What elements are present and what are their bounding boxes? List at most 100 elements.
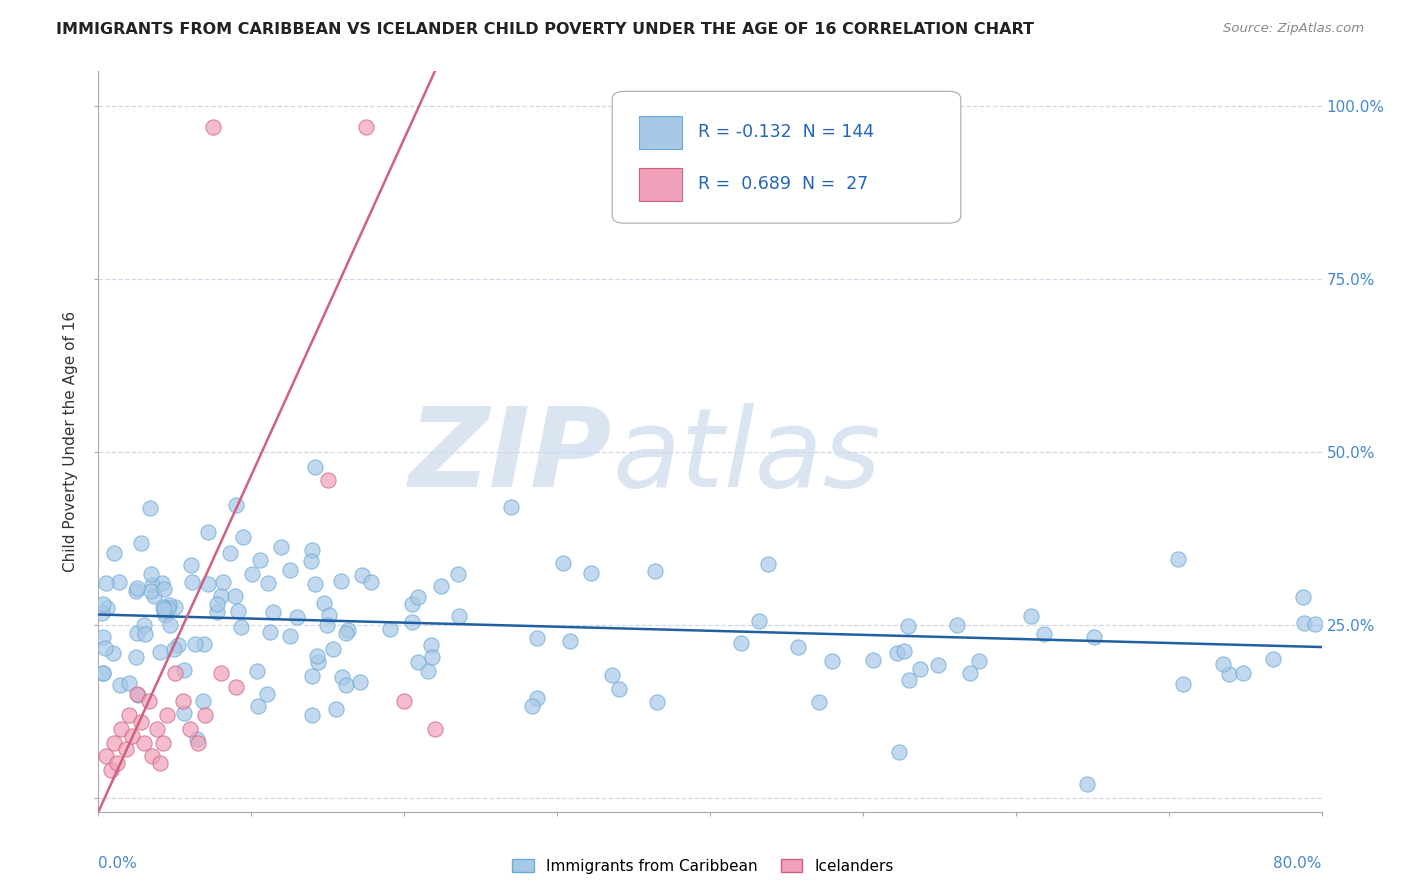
Point	[401, 597, 423, 611]
Point	[134, 627, 156, 641]
Point	[256, 688, 278, 702]
Point	[149, 756, 172, 771]
Point	[898, 673, 921, 687]
Point	[152, 582, 174, 596]
Point	[270, 540, 292, 554]
Point	[224, 589, 246, 603]
Point	[862, 653, 884, 667]
Point	[129, 714, 152, 729]
Point	[927, 657, 949, 672]
Point	[105, 756, 128, 771]
Point	[807, 695, 830, 709]
Point	[138, 694, 160, 708]
Point	[159, 617, 181, 632]
Point	[184, 637, 207, 651]
Point	[93, 597, 115, 611]
Point	[889, 745, 911, 759]
Point	[101, 646, 124, 660]
Point	[246, 665, 269, 679]
Point	[335, 678, 357, 692]
Point	[90, 606, 112, 620]
Point	[249, 553, 271, 567]
Point	[103, 546, 125, 560]
Point	[416, 664, 439, 678]
Point	[447, 609, 470, 624]
Point	[141, 567, 163, 582]
Point	[600, 668, 623, 682]
Point	[181, 574, 204, 589]
Point	[419, 638, 441, 652]
Point	[299, 554, 322, 568]
Point	[202, 120, 225, 134]
Point	[551, 557, 574, 571]
Point	[115, 742, 138, 756]
Point	[1232, 665, 1254, 680]
Point	[1083, 630, 1105, 644]
Point	[301, 708, 323, 723]
Point	[786, 640, 808, 654]
Point	[110, 678, 132, 692]
Point	[401, 615, 423, 629]
Text: R = -0.132  N = 144: R = -0.132 N = 144	[697, 123, 875, 141]
Point	[756, 557, 779, 571]
Point	[945, 618, 967, 632]
Point	[163, 600, 186, 615]
Bar	[640, 116, 682, 149]
Point	[209, 589, 232, 603]
Point	[187, 735, 209, 749]
Text: 80.0%: 80.0%	[1274, 856, 1322, 871]
Point	[1076, 777, 1098, 791]
Point	[152, 599, 174, 614]
Point	[91, 665, 114, 680]
Point	[240, 567, 263, 582]
Point	[420, 649, 443, 664]
Point	[193, 637, 215, 651]
Point	[301, 543, 323, 558]
Point	[197, 524, 219, 539]
Point	[1292, 591, 1315, 605]
Point	[209, 666, 232, 681]
Point	[179, 722, 201, 736]
Point	[94, 749, 117, 764]
Point	[406, 590, 429, 604]
Point	[526, 632, 548, 646]
Point	[157, 598, 180, 612]
Point	[127, 626, 149, 640]
Point	[163, 642, 186, 657]
Point	[748, 614, 770, 628]
Point	[218, 546, 240, 560]
Point	[125, 650, 148, 665]
Point	[139, 584, 162, 599]
Point	[173, 706, 195, 721]
Point	[225, 498, 247, 512]
Point	[501, 500, 523, 515]
Point	[360, 575, 382, 590]
Point	[897, 619, 920, 633]
FancyBboxPatch shape	[612, 91, 960, 223]
Point	[730, 636, 752, 650]
Point	[1033, 627, 1056, 641]
Point	[526, 690, 548, 705]
Point	[1218, 667, 1240, 681]
Point	[180, 558, 202, 572]
Point	[156, 707, 179, 722]
Text: 0.0%: 0.0%	[98, 856, 138, 871]
Point	[908, 662, 931, 676]
Point	[969, 654, 991, 668]
Point	[349, 674, 371, 689]
Point	[125, 687, 148, 701]
Point	[392, 694, 416, 708]
Point	[193, 694, 215, 708]
Point	[141, 578, 163, 592]
Point	[205, 605, 228, 619]
Point	[1261, 652, 1284, 666]
Point	[316, 473, 339, 487]
Point	[1292, 615, 1315, 630]
Point	[821, 654, 844, 668]
Point	[335, 626, 357, 640]
Bar	[640, 168, 682, 201]
Point	[149, 645, 172, 659]
Point	[94, 576, 117, 591]
Point	[121, 729, 143, 743]
Point	[318, 607, 340, 622]
